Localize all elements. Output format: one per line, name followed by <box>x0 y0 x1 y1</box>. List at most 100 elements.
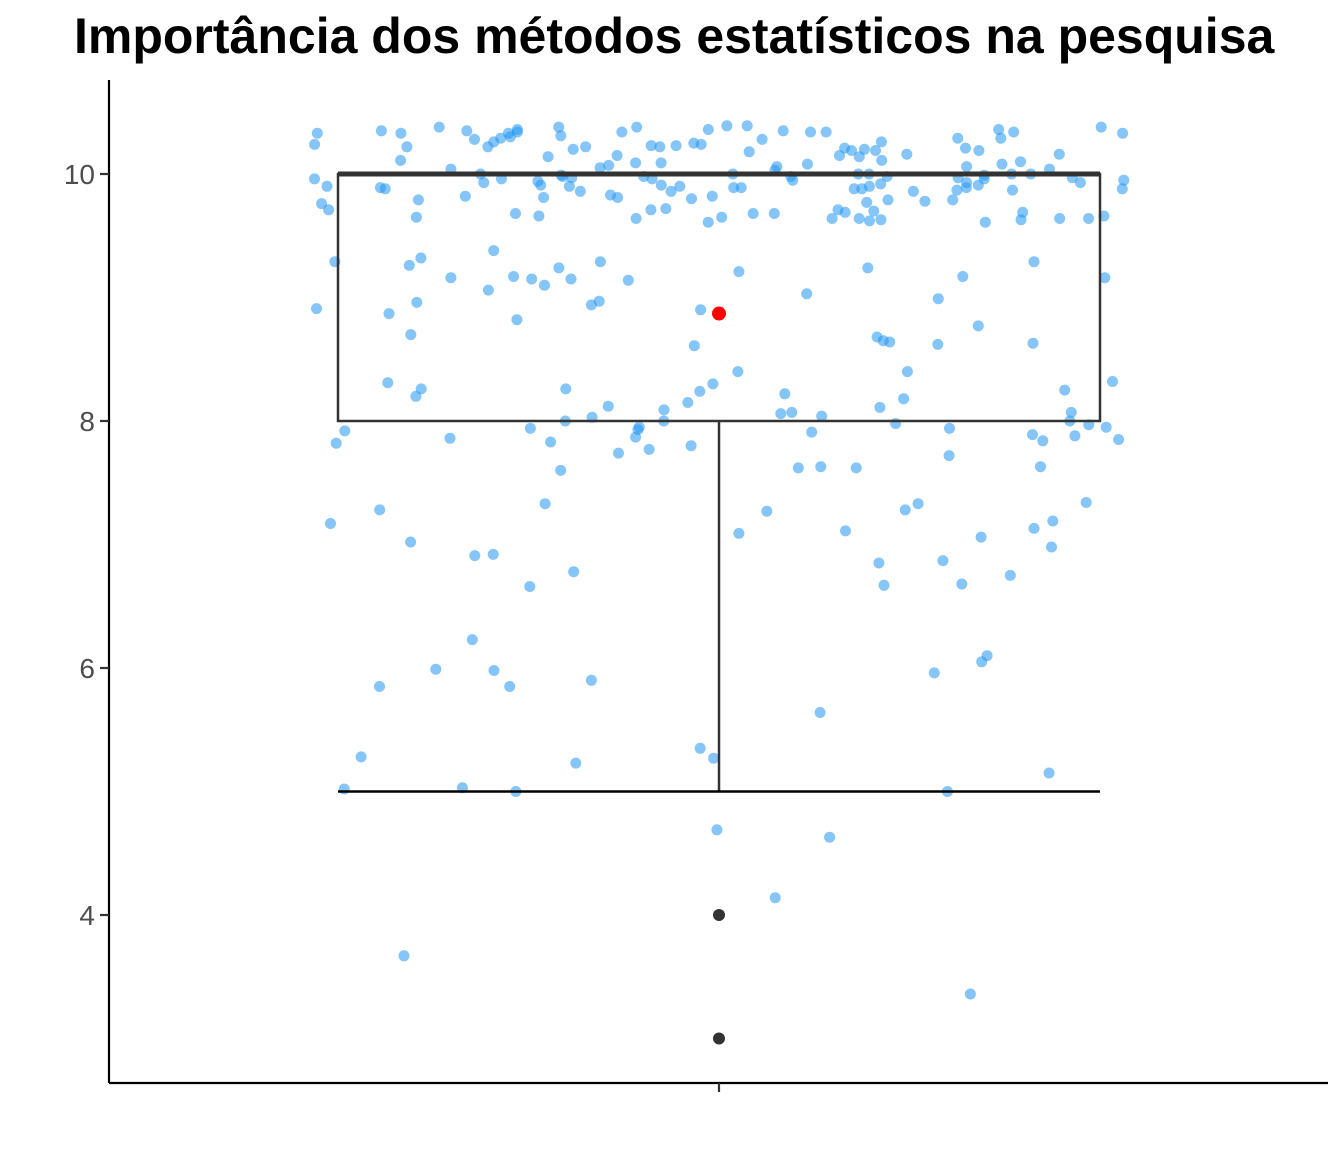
data-point <box>898 393 910 405</box>
mean-point <box>712 306 726 321</box>
data-point <box>848 183 860 195</box>
data-point <box>630 157 642 169</box>
data-point <box>1080 497 1092 508</box>
outlier-point <box>713 909 725 921</box>
data-point <box>395 127 407 139</box>
data-point <box>1017 206 1029 218</box>
data-point <box>674 180 686 192</box>
data-point <box>792 462 804 474</box>
data-point <box>1007 184 1018 196</box>
axes: 4 6 8 10 <box>64 80 1328 1092</box>
data-point <box>912 498 924 510</box>
data-point <box>853 213 865 224</box>
data-point <box>405 329 417 341</box>
data-point <box>555 464 567 476</box>
data-point <box>487 548 499 560</box>
data-point <box>630 213 642 224</box>
data-point <box>801 288 813 300</box>
data-point <box>806 426 818 438</box>
data-point <box>707 378 719 390</box>
data-point <box>1095 121 1107 133</box>
data-point <box>694 385 706 397</box>
data-point <box>633 421 645 433</box>
data-point <box>643 443 655 455</box>
data-point <box>355 751 367 763</box>
data-point <box>539 498 551 510</box>
data-point <box>747 208 759 219</box>
data-point <box>654 141 666 153</box>
data-point <box>706 190 718 202</box>
data-point <box>777 125 789 137</box>
data-point <box>622 274 634 286</box>
data-point <box>382 377 394 389</box>
data-point <box>630 431 642 443</box>
data-point <box>801 158 813 170</box>
data-point <box>338 783 350 795</box>
data-point <box>603 159 615 171</box>
data-point <box>415 252 427 264</box>
data-point <box>875 214 887 226</box>
data-point <box>321 180 333 192</box>
data-point <box>478 177 490 189</box>
data-point <box>585 674 597 686</box>
data-point <box>645 140 657 152</box>
data-point <box>433 121 445 133</box>
data-point <box>574 185 586 197</box>
data-point <box>311 303 322 315</box>
data-point <box>1004 569 1016 581</box>
data-point <box>961 177 973 189</box>
data-point <box>563 180 575 192</box>
data-point <box>670 140 682 152</box>
data-point <box>459 190 471 202</box>
data-point <box>743 146 755 158</box>
data-point <box>716 211 728 223</box>
data-point <box>1116 183 1128 195</box>
data-point <box>482 284 494 296</box>
data-point <box>957 271 969 282</box>
data-point <box>873 557 885 569</box>
data-point <box>816 410 828 422</box>
data-point <box>611 150 623 161</box>
data-point <box>655 157 667 169</box>
data-point <box>839 206 851 218</box>
data-point <box>565 273 577 285</box>
data-point <box>708 752 720 764</box>
data-point <box>526 273 538 285</box>
data-point <box>539 279 550 291</box>
data-point <box>1027 429 1038 441</box>
data-point <box>560 383 572 395</box>
data-point <box>1008 126 1020 138</box>
data-point <box>850 462 862 474</box>
data-point <box>542 151 554 163</box>
data-point <box>814 707 826 718</box>
data-point <box>702 124 714 135</box>
data-point <box>862 262 874 274</box>
data-point <box>567 143 579 155</box>
data-point <box>383 308 395 320</box>
data-point <box>395 154 407 166</box>
data-point <box>733 527 745 539</box>
data-point <box>555 130 567 142</box>
data-point <box>1053 148 1065 160</box>
data-point <box>735 182 747 194</box>
data-point <box>538 192 550 203</box>
data-point <box>1015 156 1026 168</box>
data-point <box>374 504 386 516</box>
data-point <box>553 262 565 274</box>
data-point <box>695 304 707 316</box>
data-point <box>1069 430 1081 442</box>
data-point <box>1107 376 1118 387</box>
data-point <box>568 566 580 578</box>
data-point <box>890 418 902 429</box>
data-point <box>875 136 887 148</box>
data-point <box>445 272 457 284</box>
data-point <box>594 256 606 268</box>
data-point <box>482 141 494 153</box>
data-point <box>1028 256 1040 268</box>
data-point <box>928 667 940 679</box>
y-tick-label: 8 <box>79 406 95 437</box>
data-point <box>824 831 836 843</box>
data-point <box>488 665 500 676</box>
data-point <box>660 203 672 215</box>
data-point <box>861 196 873 208</box>
